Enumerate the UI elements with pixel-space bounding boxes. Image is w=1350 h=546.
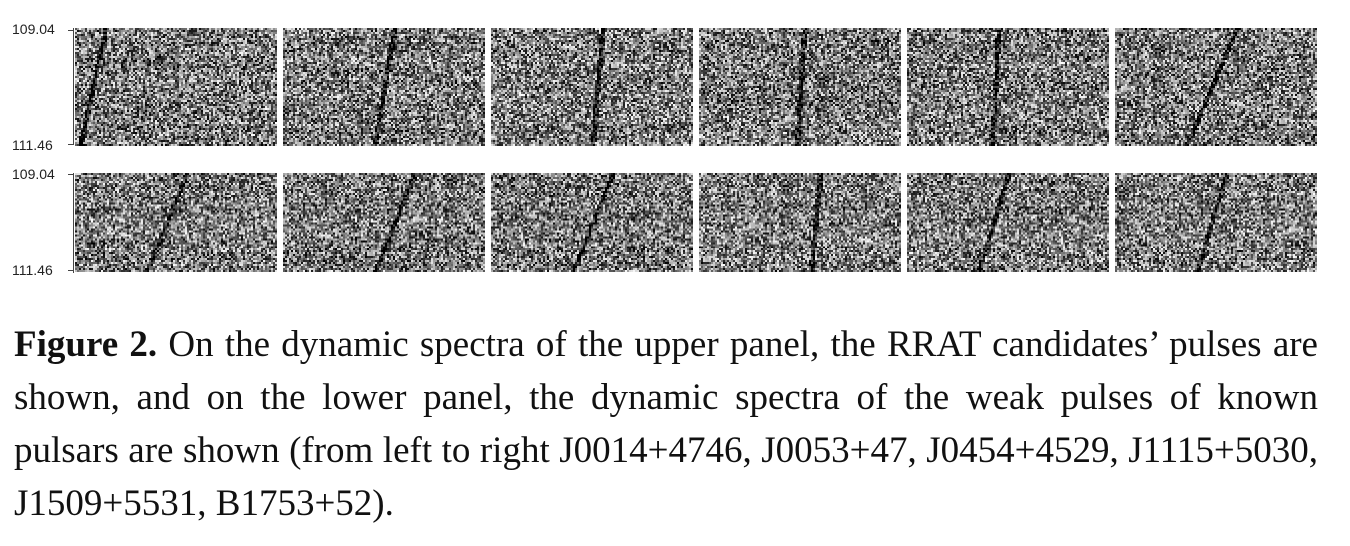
upper-spectrum-panel-2 — [283, 28, 485, 146]
lower-freq-bottom-label: 111.46 — [12, 262, 53, 278]
lower-spectrum-panel-6 — [1115, 173, 1317, 272]
upper-spectrum-panel-1 — [75, 28, 277, 146]
upper-top-tick — [68, 30, 73, 31]
lower-spectrum-panel-3 — [491, 173, 693, 272]
figure-caption: Figure 2. On the dynamic spectra of the … — [14, 318, 1318, 530]
upper-bottom-tick — [68, 144, 73, 145]
figure-caption-label: Figure 2. — [14, 324, 158, 365]
upper-axis-line — [73, 28, 74, 145]
lower-spectrum-panel-4 — [699, 173, 901, 272]
lower-spectrum-panel-5 — [907, 173, 1109, 272]
lower-top-tick — [68, 174, 73, 175]
upper-spectrum-panel-4 — [699, 28, 901, 146]
lower-axis-line — [73, 173, 74, 273]
upper-spectrum-panel-6 — [1115, 28, 1317, 146]
figure-caption-text: On the dynamic spectra of the upper pane… — [14, 324, 1318, 524]
upper-freq-bottom-label: 111.46 — [12, 137, 53, 153]
lower-bottom-tick — [68, 270, 73, 271]
lower-spectrum-panel-1 — [75, 173, 277, 272]
lower-spectrum-panel-2 — [283, 173, 485, 272]
upper-spectrum-panel-5 — [907, 28, 1109, 146]
upper-freq-top-label: 109.04 — [12, 21, 55, 37]
dynamic-spectra-figure: 109.04 111.46 109.04 111.46 — [12, 21, 1317, 278]
lower-freq-top-label: 109.04 — [12, 166, 55, 182]
upper-spectrum-panel-3 — [491, 28, 693, 146]
